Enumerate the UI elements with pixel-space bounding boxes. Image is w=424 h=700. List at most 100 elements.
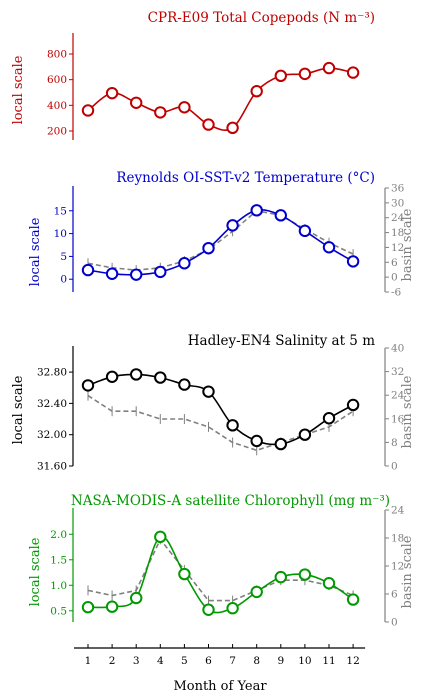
right-tick-label: 6 [391, 589, 398, 601]
y-axis-label-local: local scale [11, 375, 26, 444]
local-point [322, 577, 336, 590]
local-point [322, 61, 336, 75]
left-tick-label: 2.0 [50, 529, 67, 541]
local-point [274, 209, 287, 222]
local-point [226, 419, 239, 432]
left-tick-label: 32.40 [37, 398, 67, 410]
left-tick-label: 15 [54, 205, 67, 217]
local-series [81, 61, 360, 135]
local-point [105, 370, 119, 383]
local-point [346, 593, 360, 606]
x-axis: 1 2 3 4 5 6 7 8 9 10 11 12 [74, 644, 366, 667]
local-point [226, 602, 239, 615]
local-point [81, 601, 95, 614]
x-tick-label: 11 [322, 655, 335, 667]
right-tick-label: 8 [391, 437, 398, 449]
local-point [178, 567, 191, 581]
left-tick-label: 200 [47, 126, 67, 138]
y-axis-label-basin: basin scale [400, 375, 415, 448]
basin-line [87, 209, 354, 271]
y-axis-label-basin: basin scale [400, 535, 415, 608]
x-axis-label: Month of Year [173, 679, 267, 694]
local-point [346, 398, 360, 412]
local-point [274, 570, 287, 584]
left-tick-label: 5 [60, 251, 67, 263]
x-tick-label: 3 [133, 655, 140, 667]
right-tick-label: 0 [391, 272, 398, 284]
local-point [105, 267, 119, 280]
local-point [346, 255, 360, 268]
local-point [298, 67, 312, 81]
local-series [81, 368, 360, 451]
local-point [130, 268, 143, 281]
local-point [81, 104, 95, 117]
left-tick-label: 31.60 [37, 461, 67, 473]
basin-line [87, 394, 354, 452]
right-tick-label: 6 [391, 257, 398, 269]
panel-title: Hadley-EN4 Salinity at 5 m [188, 333, 375, 349]
right-tick-label: 18 [391, 533, 404, 545]
local-point [250, 434, 263, 448]
left-tick-label: 600 [47, 74, 67, 86]
local-line [87, 209, 354, 276]
right-tick-label: 36 [391, 183, 405, 195]
right-tick-label: 16 [391, 413, 405, 425]
right-tick-label: 12 [391, 242, 404, 254]
x-tick-label: 6 [205, 655, 212, 667]
left-tick-label: 800 [47, 48, 67, 60]
x-tick-label: 1 [85, 655, 92, 667]
local-point [274, 69, 287, 83]
local-point [154, 106, 167, 119]
x-tick-label: 2 [109, 655, 116, 667]
right-tick-label: 18 [391, 227, 404, 239]
basin-series [87, 534, 354, 606]
local-point [154, 371, 167, 384]
local-point [178, 257, 191, 270]
local-point [202, 118, 215, 131]
right-axis: 0 6 12 18 24 [384, 505, 405, 629]
local-point [154, 265, 167, 279]
local-point [226, 121, 239, 135]
local-point [154, 530, 167, 544]
panel-chlorophyll: NASA-MODIS-A satellite Chlorophyll (mg m… [28, 493, 415, 629]
x-tick-label: 10 [298, 655, 311, 667]
right-tick-label: 32 [391, 366, 404, 378]
right-tick-label: 12 [391, 561, 404, 573]
right-tick-label: 30 [391, 197, 404, 209]
right-tick-label: -6 [391, 287, 402, 299]
x-tick-label: 7 [229, 655, 236, 667]
y-axis-label-local: local scale [28, 217, 43, 286]
x-tick-label: 8 [253, 655, 260, 667]
local-point [81, 263, 95, 277]
y-axis-label-local: local scale [28, 537, 43, 606]
left-tick-label: 0.5 [50, 605, 67, 617]
panel-title: NASA-MODIS-A satellite Chlorophyll (mg m… [71, 493, 390, 509]
local-point [226, 219, 239, 232]
local-line [87, 373, 354, 446]
local-point [130, 591, 143, 605]
left-tick-label: 1.0 [50, 580, 67, 592]
local-point [298, 224, 312, 238]
left-axis: 0.5 1.0 1.5 2.0 [50, 508, 74, 622]
left-tick-label: 32.00 [37, 429, 67, 441]
right-tick-label: 24 [391, 212, 405, 224]
local-point [298, 428, 312, 441]
local-point [250, 585, 263, 599]
local-point [202, 603, 215, 616]
local-series [81, 204, 360, 281]
x-tick-label: 9 [277, 655, 284, 667]
local-point [274, 437, 287, 451]
local-point [250, 85, 263, 98]
left-tick-label: 32.80 [37, 367, 67, 379]
local-point [202, 385, 215, 398]
right-axis: -6 0 6 12 18 24 30 36 [384, 183, 405, 299]
local-point [298, 568, 312, 581]
right-tick-label: 0 [391, 461, 398, 473]
local-point [130, 96, 143, 109]
y-axis-label-basin: basin scale [400, 208, 415, 281]
local-point [322, 241, 336, 254]
right-tick-label: 24 [391, 390, 405, 402]
local-point [105, 600, 119, 613]
panel-salinity: Hadley-EN4 Salinity at 5 m local scale b… [11, 333, 415, 473]
local-point [178, 101, 191, 114]
